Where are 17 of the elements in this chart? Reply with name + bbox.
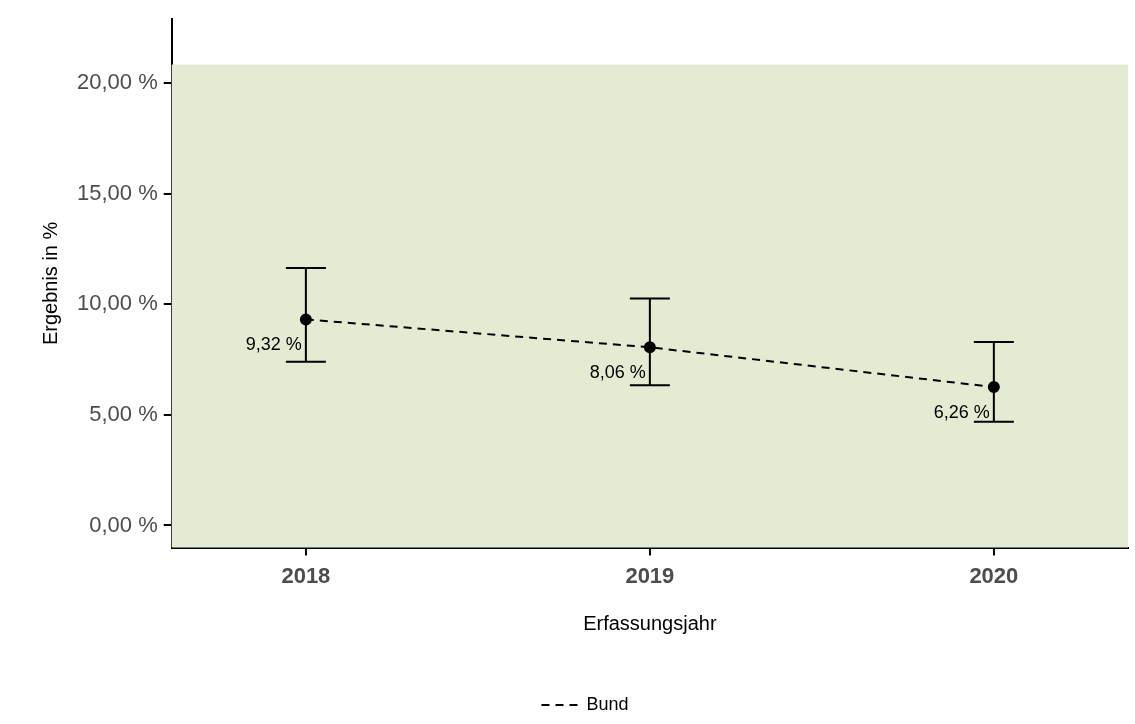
x-tick-label: 2020 — [969, 562, 1019, 588]
point — [987, 381, 1000, 394]
y-axis-title: Ergebnis in % — [38, 221, 61, 346]
x-axis-title: Erfassungsjahr — [583, 611, 717, 634]
data-label: 6,26 % — [933, 402, 990, 423]
y-tick-label: 5,00 % — [89, 401, 158, 427]
y-tick-label: 0,00 % — [89, 511, 158, 537]
point — [299, 313, 312, 326]
data-label: 9,32 % — [245, 334, 302, 355]
x-tick-label: 2019 — [625, 562, 675, 588]
y-tick-label: 15,00 % — [76, 179, 158, 205]
y-tick-label: 20,00 % — [76, 69, 158, 95]
legend-label: Bund — [586, 693, 629, 714]
y-tick-label: 10,00 % — [76, 290, 158, 316]
point — [643, 341, 656, 354]
x-tick-label: 2018 — [281, 562, 331, 588]
data-label: 8,06 % — [589, 362, 646, 383]
